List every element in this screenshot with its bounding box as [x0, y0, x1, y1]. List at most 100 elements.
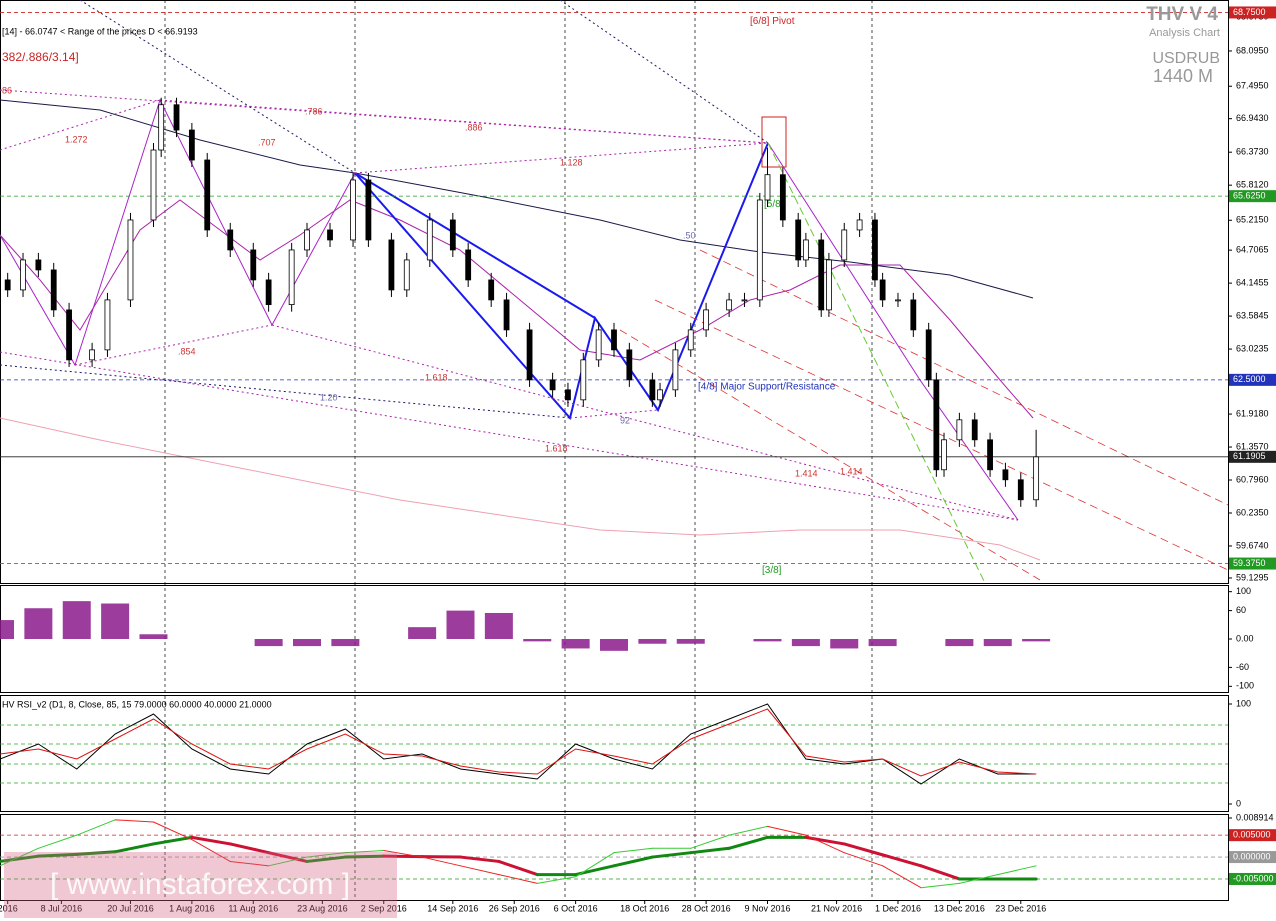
candle-body	[488, 279, 495, 301]
level-value-label: 68.7500	[1233, 7, 1266, 17]
channel-line	[699, 249, 1229, 506]
x-tick-label: 23 Aug 2016	[297, 903, 348, 913]
candle-body	[465, 249, 472, 281]
series-segment	[497, 859, 539, 877]
candle-body	[35, 259, 42, 271]
series-segment	[727, 835, 769, 850]
histogram-bar	[62, 601, 91, 639]
y-tick-label: 61.9180	[1236, 408, 1269, 418]
vertical-separators	[164, 0, 873, 900]
candle-body	[227, 229, 234, 251]
candle-body	[350, 179, 356, 241]
level-value-label: 59.3750	[1233, 558, 1266, 568]
level-value-label: 65.6250	[1233, 191, 1266, 201]
annotation: 1.20	[320, 392, 338, 402]
candle-body	[449, 219, 456, 251]
x-tick-label: 9 Nov 2016	[744, 903, 790, 913]
candle-body	[403, 259, 410, 291]
candle-body	[426, 219, 433, 261]
histogram-bar	[293, 639, 321, 647]
candle-body	[50, 269, 57, 311]
annotation: 1.618	[425, 372, 448, 382]
fib-line	[74, 324, 273, 366]
x-tick-label: 11 Aug 2016	[228, 903, 278, 913]
series-segment	[650, 851, 693, 859]
y-tick-label: 60.2350	[1236, 507, 1269, 517]
annotation: .50	[683, 230, 696, 240]
candle-body	[580, 359, 587, 401]
y-tick-label: 0.00	[1236, 633, 1254, 643]
x-tick-label: 20 Jul 2016	[107, 903, 154, 913]
level-badge	[1229, 450, 1276, 463]
x-tick-label: 28 Oct 2016	[682, 903, 731, 913]
candle-body	[756, 199, 763, 301]
trend-line	[79, 0, 356, 174]
series-segment	[153, 821, 193, 841]
candle-body	[1033, 456, 1040, 501]
chart-title: THV V 4	[1146, 4, 1218, 25]
annotation: .886	[465, 122, 483, 132]
histogram-bar	[408, 627, 437, 639]
candle-body	[649, 379, 656, 401]
series-line	[0, 708, 1037, 777]
series-segment	[728, 825, 768, 836]
series-segment	[267, 851, 309, 863]
candle-body	[910, 299, 917, 331]
series-segment	[843, 852, 884, 867]
series-segment	[305, 855, 347, 863]
candle-body	[657, 389, 663, 401]
candle-body	[4, 279, 11, 291]
fib-line	[271, 324, 1019, 521]
series-segment	[690, 834, 730, 849]
histogram-bar	[254, 639, 283, 647]
candle-body	[872, 219, 878, 281]
candle-body	[611, 329, 617, 351]
level-value-label: 0.000000	[1233, 851, 1271, 861]
y-tick-label: 66.9430	[1236, 113, 1269, 123]
candle-body	[626, 349, 633, 381]
y-tick-label: 68.0950	[1236, 45, 1269, 55]
series-segment	[113, 842, 155, 854]
y-tick-label: 63.0235	[1236, 343, 1269, 353]
trend-line	[0, 364, 571, 419]
watermark: [ www.instaforex.com ]	[50, 868, 350, 901]
candle-body	[150, 149, 157, 221]
y-tick-label: 60	[1236, 605, 1246, 615]
histogram-bar	[0, 620, 14, 639]
series-segment	[37, 834, 78, 849]
series-segment	[498, 874, 538, 884]
series-segment	[689, 846, 731, 855]
level-badge	[1229, 373, 1276, 386]
histogram-bar	[868, 639, 897, 647]
y-tick-label: 64.7065	[1236, 245, 1269, 255]
channel-line	[619, 329, 1041, 581]
fib-line	[0, 89, 769, 144]
symbol: USDRUB	[1152, 50, 1220, 67]
series-segment	[919, 864, 961, 881]
candle-body	[879, 279, 886, 301]
annotation: .786	[305, 106, 323, 116]
annotation: .854	[178, 346, 196, 356]
level-value-label: 61.1905	[1233, 451, 1266, 461]
candle-body	[987, 439, 993, 471]
level-name: [6/8] Pivot	[750, 16, 795, 27]
candle-body	[795, 219, 802, 261]
candle-body	[365, 179, 372, 241]
annotation: 1.414	[840, 466, 863, 476]
candle-body	[526, 329, 533, 381]
x-tick-label: 18 Oct 2016	[620, 903, 669, 913]
series-segment	[575, 852, 615, 878]
histogram-bar	[484, 612, 513, 639]
candle-body	[127, 219, 134, 301]
x-tick-label: 21 Nov 2016	[811, 903, 862, 913]
series-segment	[343, 854, 386, 859]
candle-body	[327, 229, 333, 241]
series-segment	[268, 856, 308, 867]
histogram-bar	[561, 639, 590, 649]
histogram-bar	[24, 608, 53, 639]
bottom-frame	[0, 814, 1229, 901]
series-segment	[767, 825, 807, 836]
y-tick-label: 59.1295	[1236, 572, 1269, 582]
series-segment	[536, 876, 577, 884]
candle-body	[764, 174, 771, 201]
